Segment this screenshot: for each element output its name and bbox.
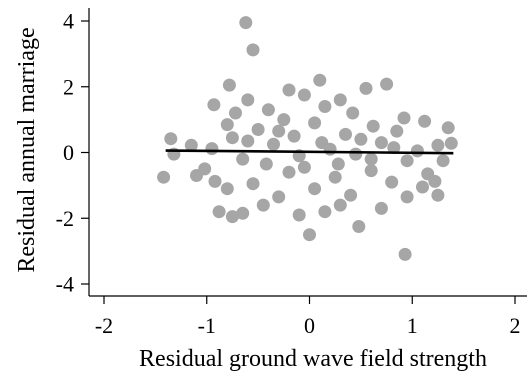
data-point (313, 73, 327, 87)
data-point (436, 154, 450, 168)
y-tick-label: 2 (63, 74, 74, 99)
data-point (380, 77, 394, 91)
x-tick-label: 1 (407, 313, 418, 338)
data-point (428, 174, 442, 188)
data-point (212, 205, 226, 219)
data-point (385, 175, 399, 189)
data-point (184, 138, 198, 152)
data-point (374, 201, 388, 215)
data-point (364, 164, 378, 178)
data-point (287, 129, 301, 143)
data-point (246, 43, 260, 57)
data-point (225, 210, 239, 224)
data-point (236, 152, 250, 166)
data-point (366, 119, 380, 133)
data-point (441, 121, 455, 135)
data-point (157, 170, 171, 184)
data-point (261, 103, 275, 117)
data-point (256, 198, 270, 212)
data-point (346, 106, 360, 120)
data-point (251, 123, 265, 136)
data-point (272, 190, 286, 204)
x-tick-label: 2 (510, 313, 521, 338)
data-point (303, 228, 316, 242)
data-point (282, 83, 296, 97)
data-point (339, 127, 352, 141)
data-point (297, 160, 311, 174)
data-point (390, 124, 404, 138)
data-point (229, 106, 242, 120)
data-point (333, 198, 347, 212)
data-point (431, 188, 445, 202)
data-point (359, 81, 373, 95)
data-point (397, 111, 411, 125)
x-tick-label: -1 (198, 313, 216, 338)
data-point (277, 113, 291, 127)
data-point (349, 147, 363, 161)
data-point (225, 131, 239, 145)
data-point (364, 152, 378, 166)
data-point (246, 177, 260, 191)
y-tick-label: -2 (56, 206, 74, 231)
data-point (272, 124, 286, 138)
data-point (164, 132, 178, 146)
y-axis-title: Residual annual marriage (14, 27, 40, 272)
data-point (400, 154, 414, 168)
data-point (315, 136, 329, 150)
data-point (292, 208, 306, 222)
data-points (157, 16, 458, 261)
data-point (318, 100, 332, 113)
fit-line (165, 149, 454, 155)
data-point (308, 116, 322, 130)
data-point (418, 114, 432, 128)
data-point (328, 170, 342, 184)
data-point (400, 190, 414, 204)
data-point (241, 134, 255, 148)
data-point (416, 180, 429, 194)
data-point (208, 174, 222, 188)
data-point (220, 182, 234, 196)
data-point (431, 138, 445, 152)
data-point (331, 157, 345, 171)
x-tick-label: 0 (304, 313, 315, 338)
data-point (308, 182, 322, 196)
data-point (207, 98, 221, 112)
data-point (205, 142, 219, 156)
data-point (333, 93, 347, 107)
data-point (318, 205, 332, 219)
y-tick-label: -4 (56, 272, 74, 297)
data-point (398, 247, 412, 261)
y-axis-ticks: -4 -2 0 2 4 (56, 9, 89, 297)
data-point (374, 136, 388, 150)
data-point (387, 141, 401, 155)
y-tick-label: 4 (63, 9, 74, 34)
y-tick-label: 0 (63, 140, 74, 165)
x-axis-ticks: -2 -1 0 1 2 (95, 296, 521, 338)
data-point (239, 16, 253, 30)
data-point (236, 206, 250, 220)
data-point (344, 188, 358, 202)
data-point (297, 88, 311, 102)
data-point (259, 157, 273, 171)
data-point (352, 220, 366, 233)
data-point (190, 169, 203, 182)
data-point (241, 93, 255, 107)
data-point (444, 136, 458, 150)
x-tick-label: -2 (95, 313, 113, 338)
data-point (354, 132, 368, 146)
data-point (267, 137, 280, 151)
x-axis-title: Residual ground wave field strength (139, 346, 487, 372)
data-point (282, 165, 296, 179)
data-point (220, 118, 234, 132)
data-point (410, 144, 424, 158)
data-point (222, 78, 236, 92)
